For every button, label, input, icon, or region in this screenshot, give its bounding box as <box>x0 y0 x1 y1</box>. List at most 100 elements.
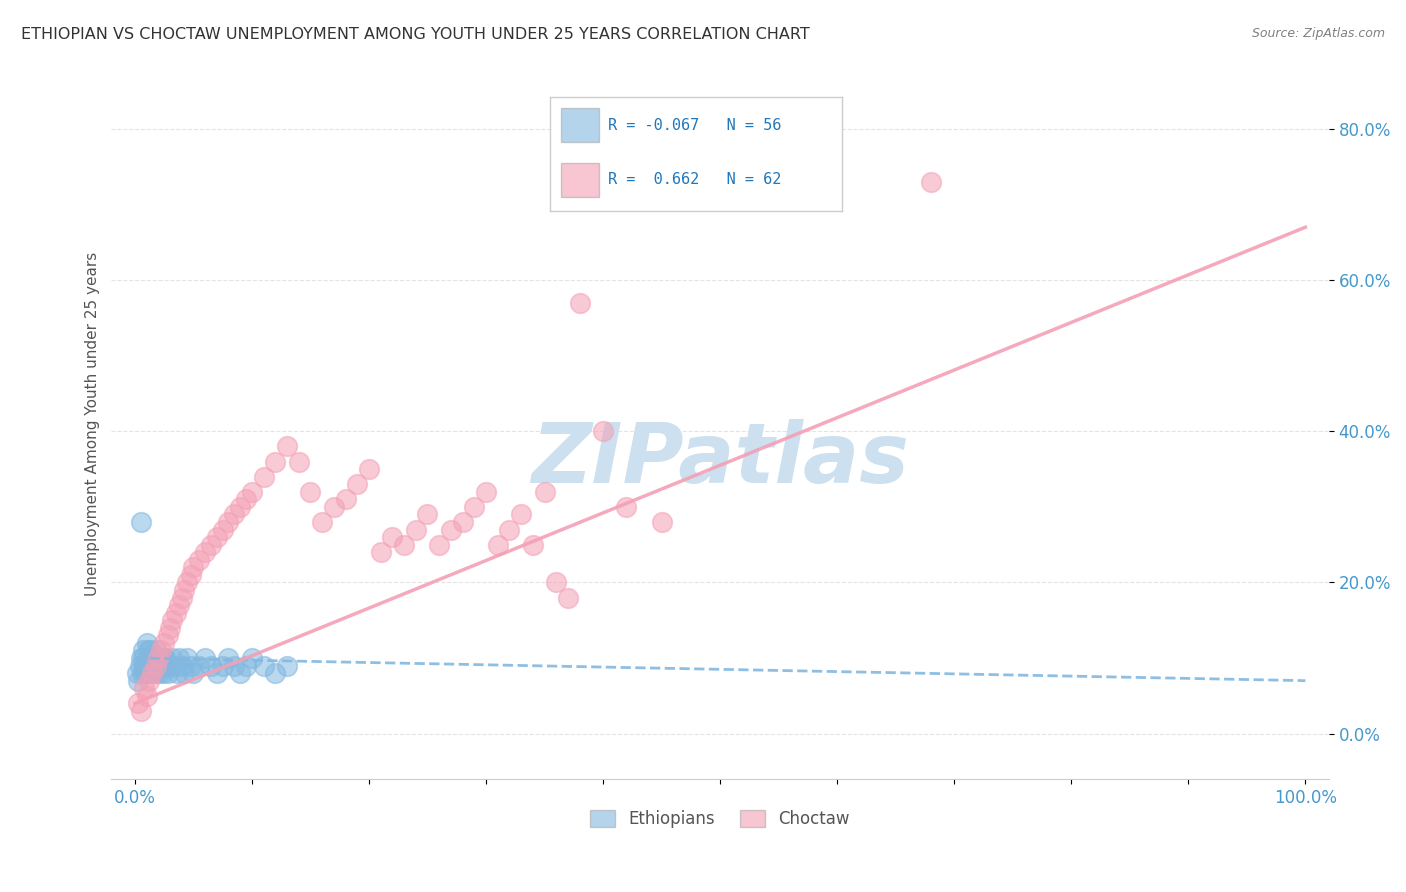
Point <box>159 658 181 673</box>
Point <box>134 681 156 696</box>
Point <box>165 606 187 620</box>
Point <box>392 538 415 552</box>
Point <box>152 666 174 681</box>
Point <box>252 658 274 673</box>
Point <box>141 666 163 681</box>
Point <box>128 658 150 673</box>
Point <box>510 508 533 522</box>
Text: ZIPatlas: ZIPatlas <box>531 418 910 500</box>
Point <box>173 582 195 597</box>
Point <box>498 523 520 537</box>
Point <box>183 560 205 574</box>
Point <box>322 500 344 514</box>
Point <box>145 643 167 657</box>
Point <box>229 500 252 514</box>
Point <box>139 643 162 657</box>
Point <box>451 515 474 529</box>
Point <box>224 508 246 522</box>
Point <box>141 651 163 665</box>
Point <box>224 658 246 673</box>
Point <box>136 651 159 665</box>
Point <box>169 651 191 665</box>
Point <box>138 673 160 688</box>
Point <box>169 598 191 612</box>
Point <box>127 697 149 711</box>
Point <box>153 658 176 673</box>
Text: ETHIOPIAN VS CHOCTAW UNEMPLOYMENT AMONG YOUTH UNDER 25 YEARS CORRELATION CHART: ETHIOPIAN VS CHOCTAW UNEMPLOYMENT AMONG … <box>21 27 810 42</box>
Point <box>162 613 184 627</box>
Point <box>276 439 298 453</box>
Point <box>416 508 439 522</box>
Point <box>148 658 170 673</box>
Point <box>381 530 404 544</box>
Point <box>287 454 309 468</box>
Point <box>311 515 333 529</box>
Point <box>427 538 450 552</box>
Point <box>180 658 202 673</box>
Point <box>149 643 172 657</box>
Point <box>136 643 159 657</box>
Point <box>135 636 157 650</box>
Point <box>229 666 252 681</box>
Point <box>150 651 173 665</box>
Point <box>299 484 322 499</box>
Point <box>211 523 233 537</box>
Point <box>194 651 217 665</box>
Point <box>205 530 228 544</box>
Point <box>162 651 184 665</box>
Point <box>405 523 427 537</box>
Point <box>134 658 156 673</box>
Point <box>370 545 392 559</box>
Point <box>176 651 198 665</box>
Point <box>522 538 544 552</box>
Point <box>127 666 149 681</box>
Point <box>194 545 217 559</box>
Point <box>217 651 239 665</box>
Point <box>132 651 155 665</box>
Point <box>149 658 172 673</box>
Point <box>155 651 177 665</box>
Point <box>148 666 170 681</box>
Point <box>141 651 163 665</box>
Point <box>134 658 156 673</box>
Point <box>920 175 942 189</box>
Point <box>235 492 257 507</box>
Point <box>463 500 485 514</box>
Point <box>200 538 222 552</box>
Point <box>264 454 287 468</box>
Point <box>156 666 179 681</box>
Point <box>129 515 152 529</box>
Point <box>145 658 167 673</box>
Point <box>211 658 233 673</box>
Point <box>592 424 614 438</box>
Point <box>166 666 188 681</box>
Point <box>138 658 160 673</box>
Point <box>180 567 202 582</box>
Point <box>546 575 568 590</box>
Point <box>205 666 228 681</box>
Point <box>346 477 368 491</box>
Point <box>142 658 165 673</box>
Point <box>557 591 579 605</box>
Point <box>131 666 153 681</box>
Point <box>486 538 509 552</box>
Point <box>134 666 156 681</box>
Point <box>276 658 298 673</box>
Point <box>440 523 463 537</box>
Point <box>240 484 263 499</box>
Point <box>141 666 163 681</box>
Point <box>616 500 638 514</box>
Point <box>135 689 157 703</box>
Point <box>568 295 591 310</box>
Point <box>264 666 287 681</box>
Point <box>129 704 152 718</box>
Point <box>651 515 673 529</box>
Point <box>148 651 170 665</box>
Legend: Ethiopians, Choctaw: Ethiopians, Choctaw <box>583 803 856 835</box>
Point <box>146 658 169 673</box>
Point <box>153 651 176 665</box>
Point <box>173 666 195 681</box>
Point <box>183 666 205 681</box>
Point <box>127 673 149 688</box>
Point <box>143 666 166 681</box>
